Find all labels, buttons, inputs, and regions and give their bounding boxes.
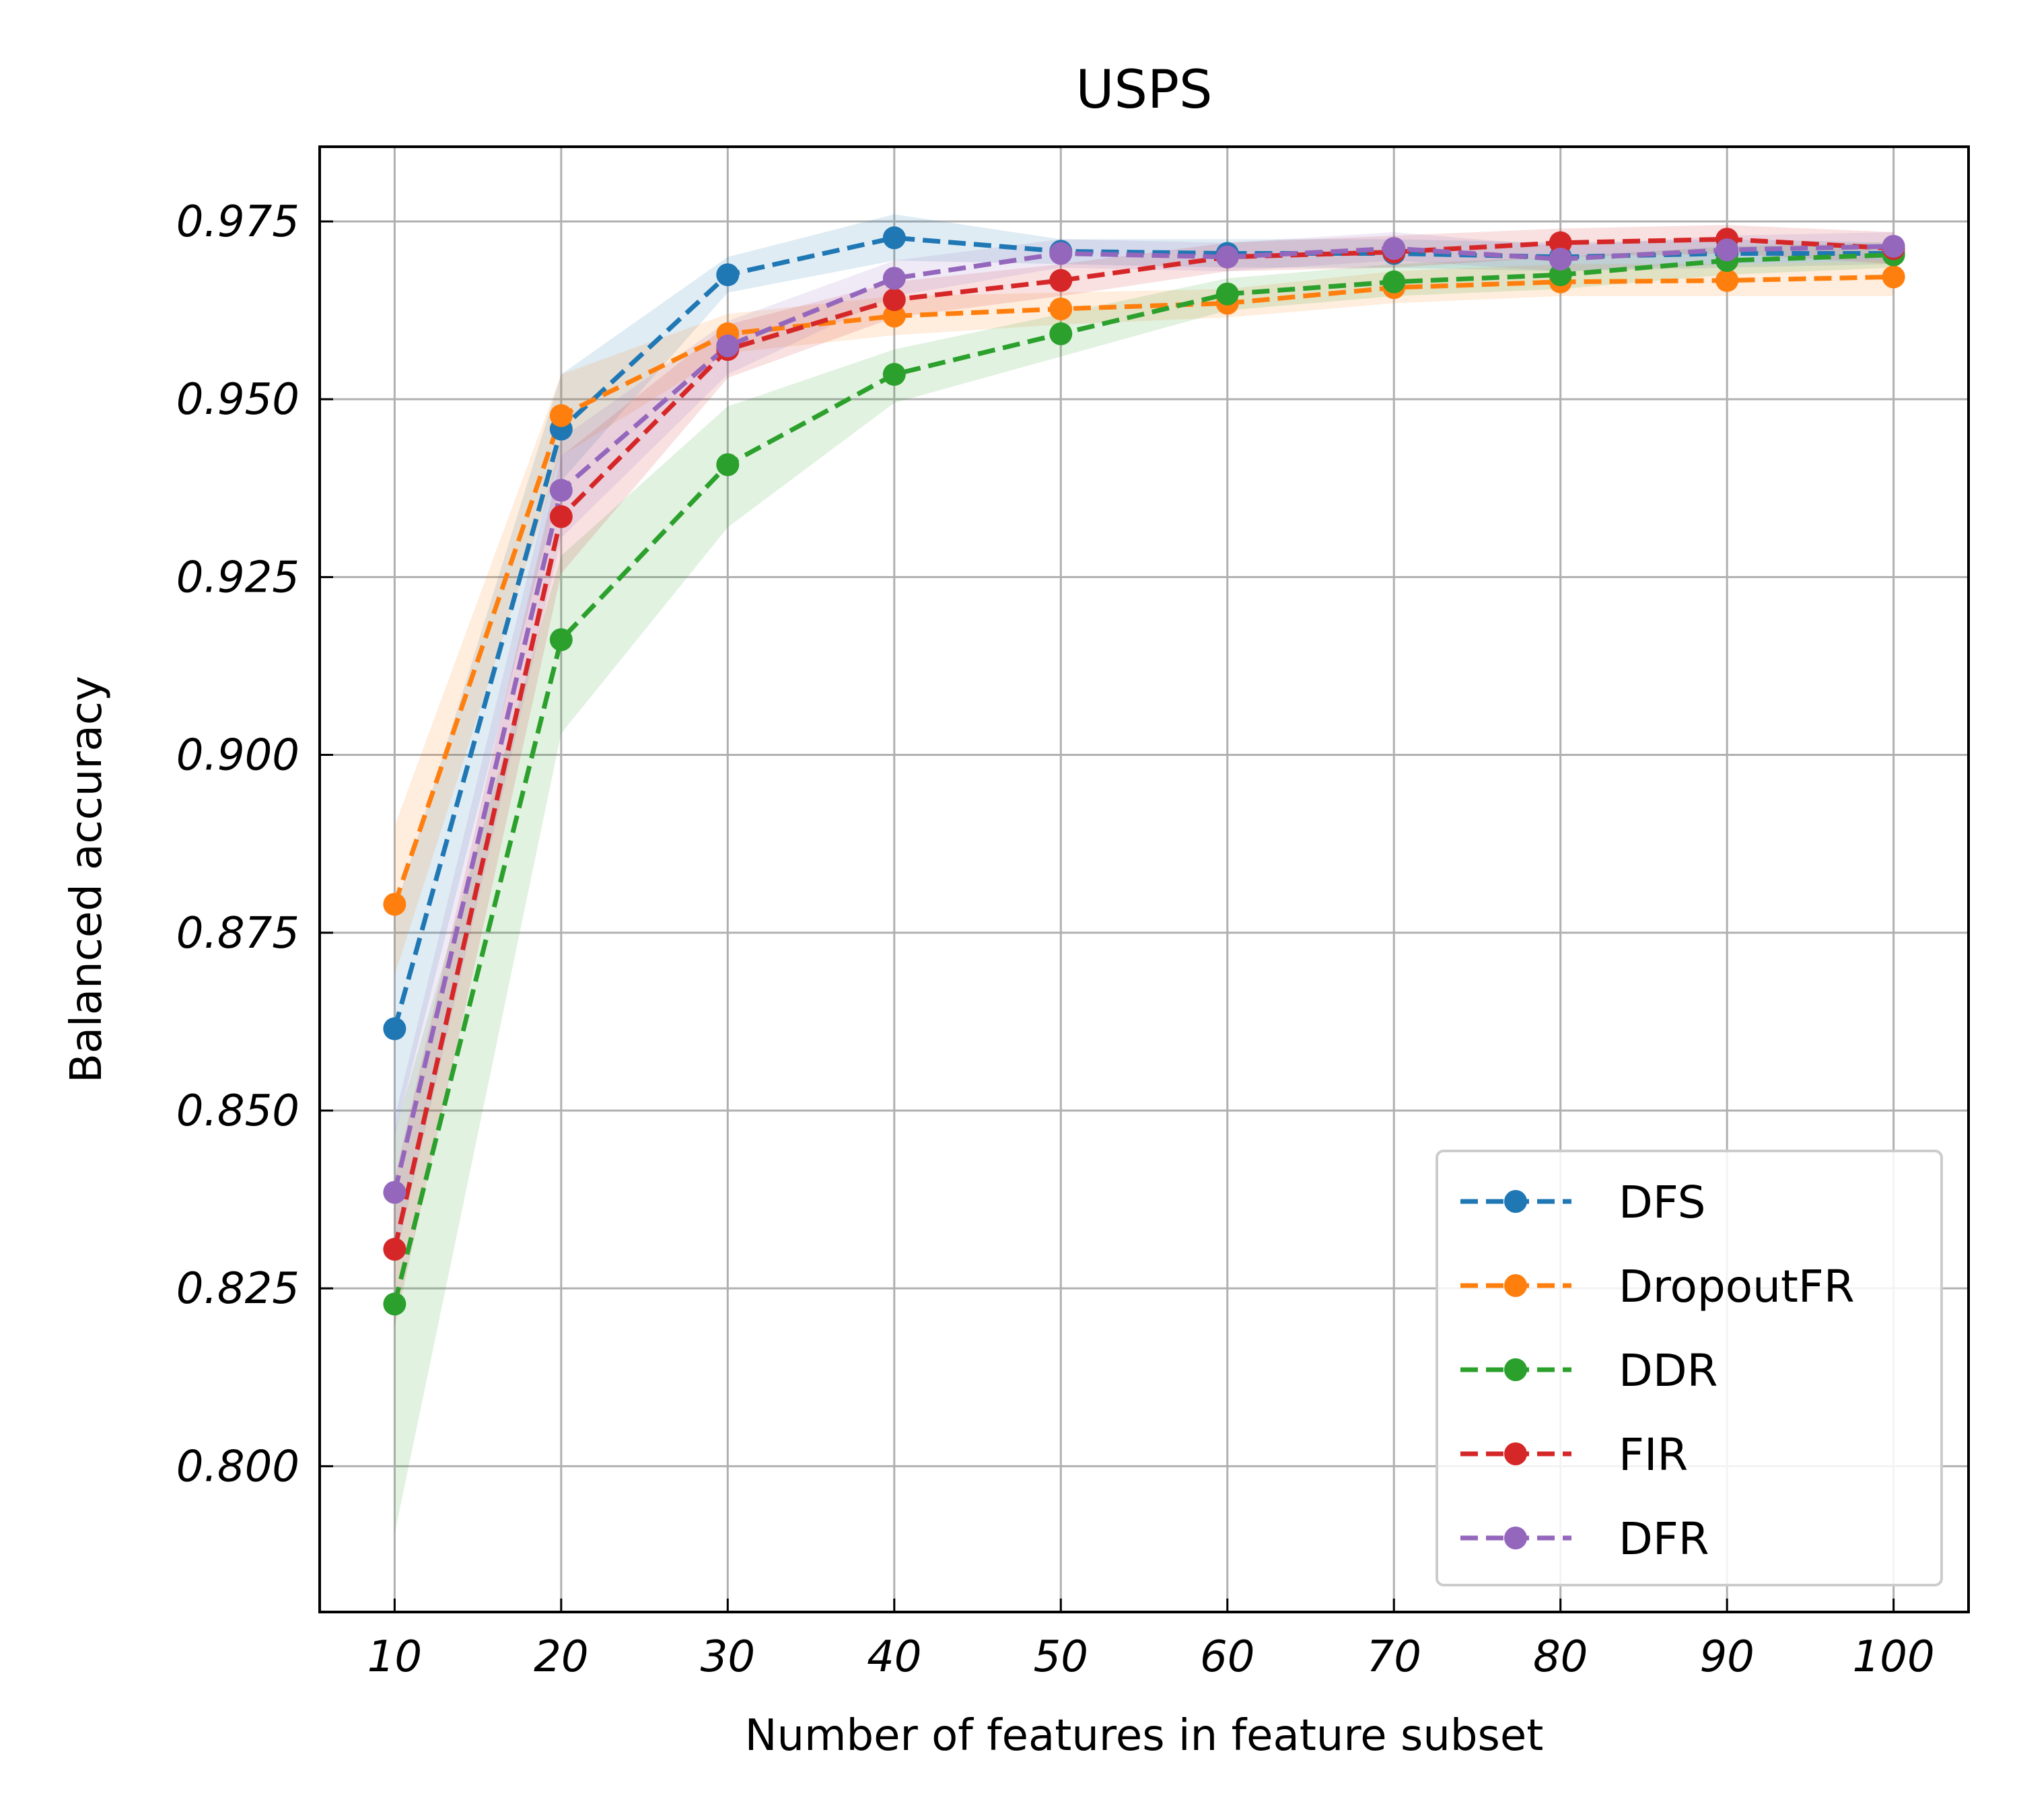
legend-swatch-marker	[1504, 1274, 1527, 1297]
axis-ticks: 10 20 30 40 50 60 70 80 90 100 0.800 0.825 0.850 0.87…	[176, 197, 1935, 1682]
fir-point	[1049, 269, 1073, 292]
dfr-point	[549, 479, 573, 502]
x-tick-label: 40	[867, 1632, 921, 1682]
dropoutfr-point	[1882, 265, 1905, 289]
fir-point	[1549, 231, 1572, 254]
ddr-point	[1049, 322, 1073, 345]
plot-frame	[318, 145, 1970, 1613]
dropoutfr-line	[392, 274, 1894, 905]
legend-label: FIR	[1619, 1429, 1688, 1481]
dfr-point	[1382, 237, 1406, 260]
legend-swatch-marker	[1504, 1442, 1527, 1465]
y-tick-label: 0.800	[176, 1442, 299, 1492]
x-tick-label: 80	[1533, 1632, 1588, 1682]
ddr-point	[1549, 263, 1572, 287]
legend-swatch-marker	[1504, 1527, 1527, 1549]
y-tick-label: 0.900	[176, 731, 299, 781]
dfr-point	[1215, 245, 1239, 269]
y-tick-label: 0.825	[176, 1264, 299, 1314]
fir-point	[882, 288, 906, 312]
ddr-point	[882, 363, 906, 386]
legend-label: DDR	[1619, 1345, 1718, 1397]
legend-box	[1436, 1150, 1943, 1586]
y-axis-label: Balanced accuracy	[62, 676, 112, 1083]
ddr-point	[383, 1292, 406, 1316]
dfr-point	[1715, 238, 1739, 262]
fir-point	[383, 1238, 406, 1261]
series-markers	[383, 226, 1905, 1316]
dfr-point	[882, 267, 906, 290]
legend-item-dropoutfr: DropoutFR	[1460, 1261, 1855, 1312]
x-tick-label: 100	[1853, 1632, 1935, 1682]
x-tick-label: 50	[1034, 1632, 1088, 1682]
dfs-point	[383, 1017, 406, 1041]
dropoutfr-point	[549, 404, 573, 427]
y-tick-label: 0.950	[176, 375, 299, 425]
legend-label: DropoutFR	[1619, 1261, 1855, 1312]
ddr-point	[1215, 282, 1239, 306]
series-lines	[392, 235, 1894, 1305]
dropoutfr-point	[882, 304, 906, 328]
x-tick-label: 60	[1200, 1632, 1254, 1682]
x-tick-label: 20	[534, 1632, 588, 1682]
x-tick-label: 30	[701, 1632, 755, 1682]
x-tick-label: 10	[367, 1632, 422, 1682]
legend-item-ddr: DDR	[1460, 1345, 1718, 1397]
dfr-point	[716, 334, 740, 357]
dropoutfr-point	[1049, 297, 1073, 320]
y-tick-label: 0.925	[176, 553, 299, 602]
legend-swatch-marker	[1504, 1190, 1527, 1213]
fir-line	[392, 236, 1894, 1250]
legend-label: DFS	[1619, 1177, 1706, 1228]
ddr-point	[716, 453, 740, 477]
ddr-point	[1382, 270, 1406, 293]
dropoutfr-point	[383, 893, 406, 916]
legend-item-dfs: DFS	[1460, 1177, 1706, 1228]
chart-title: USPS	[1075, 60, 1212, 120]
dfs-point	[716, 263, 740, 287]
dfr-point	[1882, 234, 1905, 258]
y-tick-label: 0.975	[176, 197, 299, 247]
dfr-point	[1049, 242, 1073, 265]
dfr-line	[392, 244, 1894, 1193]
x-tick-label: 90	[1699, 1632, 1754, 1682]
y-tick-label: 0.875	[176, 909, 299, 958]
x-axis-label: Number of features in feature subset	[745, 1711, 1544, 1761]
legend-label: DFR	[1619, 1513, 1709, 1565]
legend-swatch-marker	[1504, 1358, 1527, 1381]
dfs-point	[882, 226, 906, 250]
dfr-point	[1549, 247, 1572, 271]
legend: DFS DropoutFR DDR FIR DFR	[1436, 1150, 1943, 1586]
dropoutfr-point	[1715, 269, 1739, 292]
x-tick-label: 70	[1366, 1632, 1421, 1682]
dfr-point	[383, 1181, 406, 1204]
ddr-point	[549, 628, 573, 652]
fir-point	[549, 505, 573, 528]
y-tick-label: 0.850	[176, 1086, 299, 1136]
ddr-line	[392, 252, 1894, 1305]
legend-item-fir: FIR	[1460, 1429, 1688, 1481]
legend-item-dfr: DFR	[1460, 1513, 1709, 1565]
